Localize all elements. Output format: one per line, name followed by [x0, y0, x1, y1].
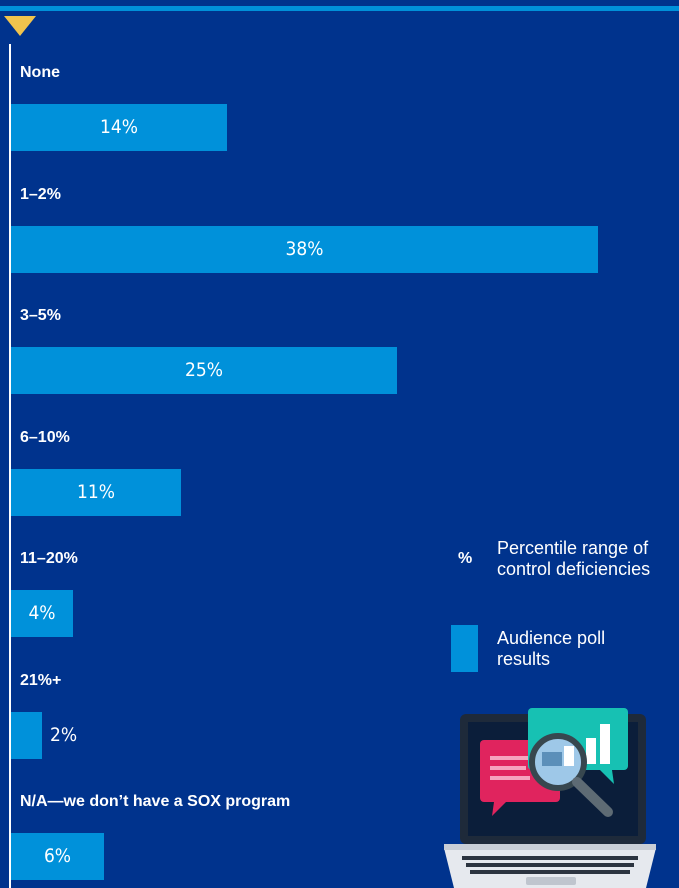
category-label: 3–5% [20, 307, 61, 324]
bar-value-label: 4% [28, 602, 56, 624]
bar-value-label: 38% [285, 238, 324, 260]
bar [11, 226, 598, 273]
axis-line [9, 44, 11, 888]
magnifier-icon [529, 733, 613, 817]
bar [11, 833, 104, 880]
legend-swatch-label: Audience poll results [497, 628, 606, 669]
bar [11, 590, 73, 637]
category-label: 1–2% [20, 186, 61, 203]
category-label: N/A—we don’t have a SOX program [20, 793, 291, 810]
bar-value-label: 11% [77, 481, 115, 503]
bar-value-label: 14% [100, 116, 138, 138]
triangle-marker-icon [4, 16, 36, 36]
category-label: None [20, 64, 60, 81]
category-label: 11–20% [20, 550, 78, 567]
legend-percent-symbol: % [458, 550, 473, 567]
laptop-analytics-icon [444, 708, 656, 888]
legend-swatch [451, 625, 478, 672]
category-label: 21%+ [20, 672, 62, 689]
bar [11, 712, 42, 759]
legend-percent-label: Percentile range of control deficiencies [497, 538, 651, 579]
bar [11, 469, 181, 516]
bar [11, 104, 227, 151]
bar [11, 347, 397, 394]
bar-value-label: 25% [185, 359, 223, 381]
bar-value-label: 2% [50, 724, 78, 746]
category-label: 6–10% [20, 429, 70, 446]
top-rule [0, 6, 679, 11]
bar-value-label: 6% [43, 845, 72, 867]
